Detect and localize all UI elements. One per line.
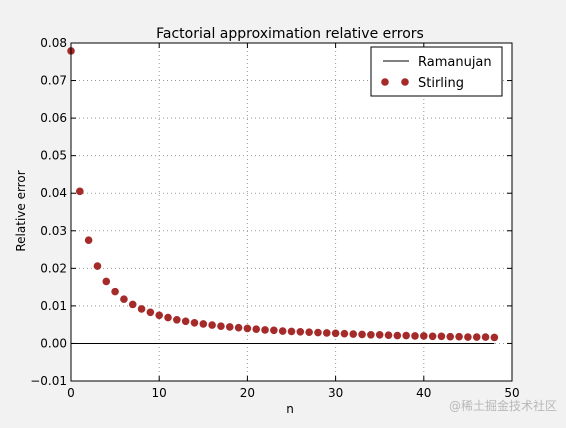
x-axis-label: n — [286, 402, 294, 416]
ticks: 0 10 20 30 40 50 −0.01 0.00 0.01 0.02 0.03 0.04 0.05… — [30, 36, 519, 400]
stirling-point — [393, 331, 402, 340]
stirling-point — [322, 329, 331, 337]
stirling-point — [199, 320, 208, 328]
y-tick-label: 0.08 — [40, 36, 67, 50]
y-axis-label: Relative error — [14, 170, 28, 251]
stirling-point — [420, 332, 428, 340]
stirling-point — [411, 332, 419, 340]
y-tick-label: 0.03 — [40, 224, 67, 238]
stirling-point — [446, 332, 455, 341]
stirling-point — [155, 311, 163, 320]
stirling-point — [402, 331, 410, 340]
series — [67, 47, 499, 344]
stirling-point — [305, 328, 313, 336]
legend-ramanujan-label: Ramanujan — [418, 55, 492, 70]
x-tick-label: 40 — [416, 386, 431, 400]
stirling-point — [261, 326, 269, 334]
stirling-point — [375, 331, 384, 339]
x-tick-label: 30 — [328, 386, 343, 400]
stirling-point — [296, 328, 305, 336]
stirling-point — [349, 330, 358, 338]
x-tick-label: 0 — [67, 386, 75, 400]
chart-title: Factorial approximation relative errors — [156, 26, 424, 42]
y-tick-label: 0.07 — [40, 74, 67, 88]
y-tick-label: 0.04 — [40, 186, 67, 200]
stirling-point — [93, 262, 102, 270]
stirling-point — [102, 277, 111, 286]
legend: Ramanujan Stirling — [370, 46, 503, 97]
stirling-point — [340, 329, 349, 338]
stirling-point — [137, 305, 146, 313]
stirling-point — [111, 287, 119, 296]
stirling-point — [243, 324, 252, 333]
x-tick-label: 10 — [152, 386, 167, 400]
stirling-point — [173, 315, 181, 324]
stirling-point — [384, 331, 393, 339]
legend-stirling-marker-2 — [401, 78, 409, 86]
stirling-point — [331, 329, 340, 338]
legend-box — [370, 46, 503, 97]
legend-stirling-label: Stirling — [418, 76, 464, 91]
plot-area — [71, 43, 512, 381]
stirling-point — [455, 332, 463, 341]
stirling-point — [252, 325, 261, 333]
y-tick-label: 0.05 — [40, 149, 67, 163]
stirling-point — [278, 327, 287, 335]
stirling-point — [164, 313, 172, 322]
stirling-point — [367, 331, 375, 339]
stirling-point — [120, 295, 128, 303]
stirling-point — [481, 333, 490, 341]
stirling-point — [428, 332, 437, 341]
stirling-point — [437, 332, 446, 341]
stirling-point — [146, 308, 155, 317]
stirling-point — [490, 333, 499, 342]
stirling-point — [464, 333, 472, 341]
watermark: @稀土掘金技术社区 — [449, 398, 557, 413]
y-tick-label: 0.01 — [40, 299, 67, 313]
y-tick-label: 0.02 — [40, 261, 67, 275]
legend-stirling-marker-1 — [381, 78, 389, 86]
stirling-point — [181, 317, 190, 326]
stirling-point — [225, 323, 234, 331]
x-tick-label: 20 — [240, 386, 255, 400]
stirling-point — [234, 323, 243, 332]
stirling-point — [128, 300, 137, 309]
x-tick-label: 50 — [504, 386, 519, 400]
stirling-point — [314, 328, 322, 337]
plot-frame — [70, 42, 513, 382]
y-tick-label: 0.00 — [40, 336, 67, 350]
stirling-point — [190, 318, 199, 327]
stirling-point — [217, 322, 225, 330]
stirling-point — [270, 326, 278, 335]
y-tick-label: −0.01 — [30, 374, 67, 388]
stirling-point — [287, 327, 296, 336]
stirling-point — [84, 236, 93, 244]
stirling-point — [358, 330, 366, 339]
y-tick-label: 0.06 — [40, 111, 67, 125]
stirling-point — [76, 187, 84, 196]
stirling-point — [472, 333, 481, 341]
stirling-point — [208, 321, 216, 329]
